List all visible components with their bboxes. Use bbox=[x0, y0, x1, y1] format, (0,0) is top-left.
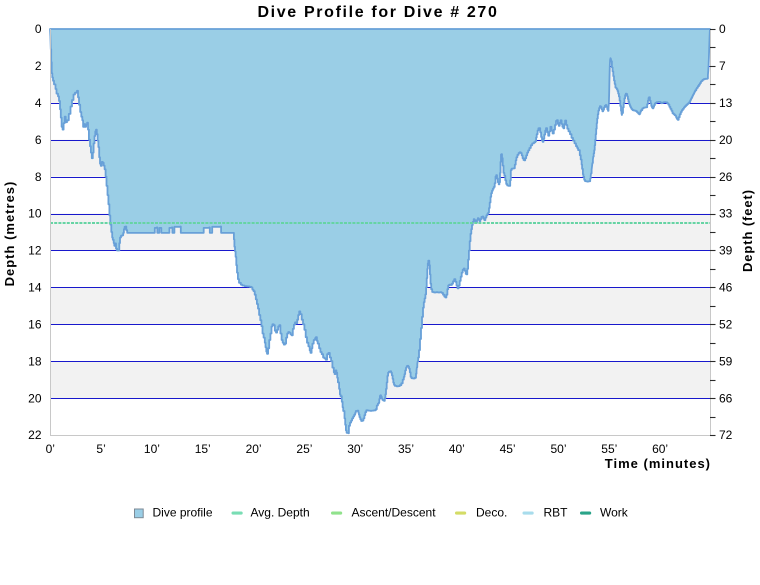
svg-text:0’: 0’ bbox=[46, 442, 55, 456]
svg-text:10’: 10’ bbox=[144, 442, 160, 456]
svg-text:2: 2 bbox=[35, 59, 42, 73]
svg-text:6: 6 bbox=[35, 133, 42, 147]
svg-text:26: 26 bbox=[719, 170, 733, 184]
svg-text:25’: 25’ bbox=[296, 442, 312, 456]
svg-text:8: 8 bbox=[35, 170, 42, 184]
svg-text:45’: 45’ bbox=[500, 442, 516, 456]
svg-text:RBT: RBT bbox=[544, 506, 569, 520]
svg-text:4: 4 bbox=[35, 96, 42, 110]
svg-text:18: 18 bbox=[28, 354, 42, 368]
svg-text:12: 12 bbox=[28, 244, 42, 258]
svg-text:40’: 40’ bbox=[449, 442, 465, 456]
svg-text:20: 20 bbox=[719, 133, 733, 147]
svg-text:30’: 30’ bbox=[347, 442, 363, 456]
svg-text:50’: 50’ bbox=[550, 442, 566, 456]
svg-text:Depth (feet): Depth (feet) bbox=[740, 189, 755, 272]
svg-text:59: 59 bbox=[719, 354, 733, 368]
svg-text:66: 66 bbox=[719, 391, 733, 405]
svg-text:22: 22 bbox=[28, 428, 42, 442]
svg-text:Avg. Depth: Avg. Depth bbox=[251, 506, 310, 520]
svg-text:39: 39 bbox=[719, 244, 733, 258]
svg-text:Deco.: Deco. bbox=[476, 506, 507, 520]
svg-text:5’: 5’ bbox=[96, 442, 105, 456]
svg-text:Dive profile: Dive profile bbox=[153, 506, 213, 520]
svg-text:55’: 55’ bbox=[601, 442, 617, 456]
svg-text:Depth (metres): Depth (metres) bbox=[2, 181, 17, 287]
svg-text:15’: 15’ bbox=[195, 442, 211, 456]
svg-text:Work: Work bbox=[600, 506, 629, 520]
svg-text:Time (minutes): Time (minutes) bbox=[605, 456, 711, 471]
svg-text:72: 72 bbox=[719, 428, 733, 442]
svg-text:60’: 60’ bbox=[652, 442, 668, 456]
svg-text:20: 20 bbox=[28, 391, 42, 405]
svg-text:Dive Profile for Dive # 270: Dive Profile for Dive # 270 bbox=[257, 4, 498, 21]
svg-text:46: 46 bbox=[719, 281, 733, 295]
svg-text:10: 10 bbox=[28, 207, 42, 221]
svg-text:14: 14 bbox=[28, 281, 42, 295]
svg-text:35’: 35’ bbox=[398, 442, 414, 456]
svg-text:0: 0 bbox=[35, 22, 42, 36]
svg-text:52: 52 bbox=[719, 318, 733, 332]
svg-text:0: 0 bbox=[719, 22, 726, 36]
svg-text:33: 33 bbox=[719, 207, 733, 221]
svg-text:7: 7 bbox=[719, 59, 726, 73]
svg-text:20’: 20’ bbox=[246, 442, 262, 456]
svg-text:Ascent/Descent: Ascent/Descent bbox=[352, 506, 437, 520]
svg-text:16: 16 bbox=[28, 318, 42, 332]
svg-text:13: 13 bbox=[719, 96, 733, 110]
